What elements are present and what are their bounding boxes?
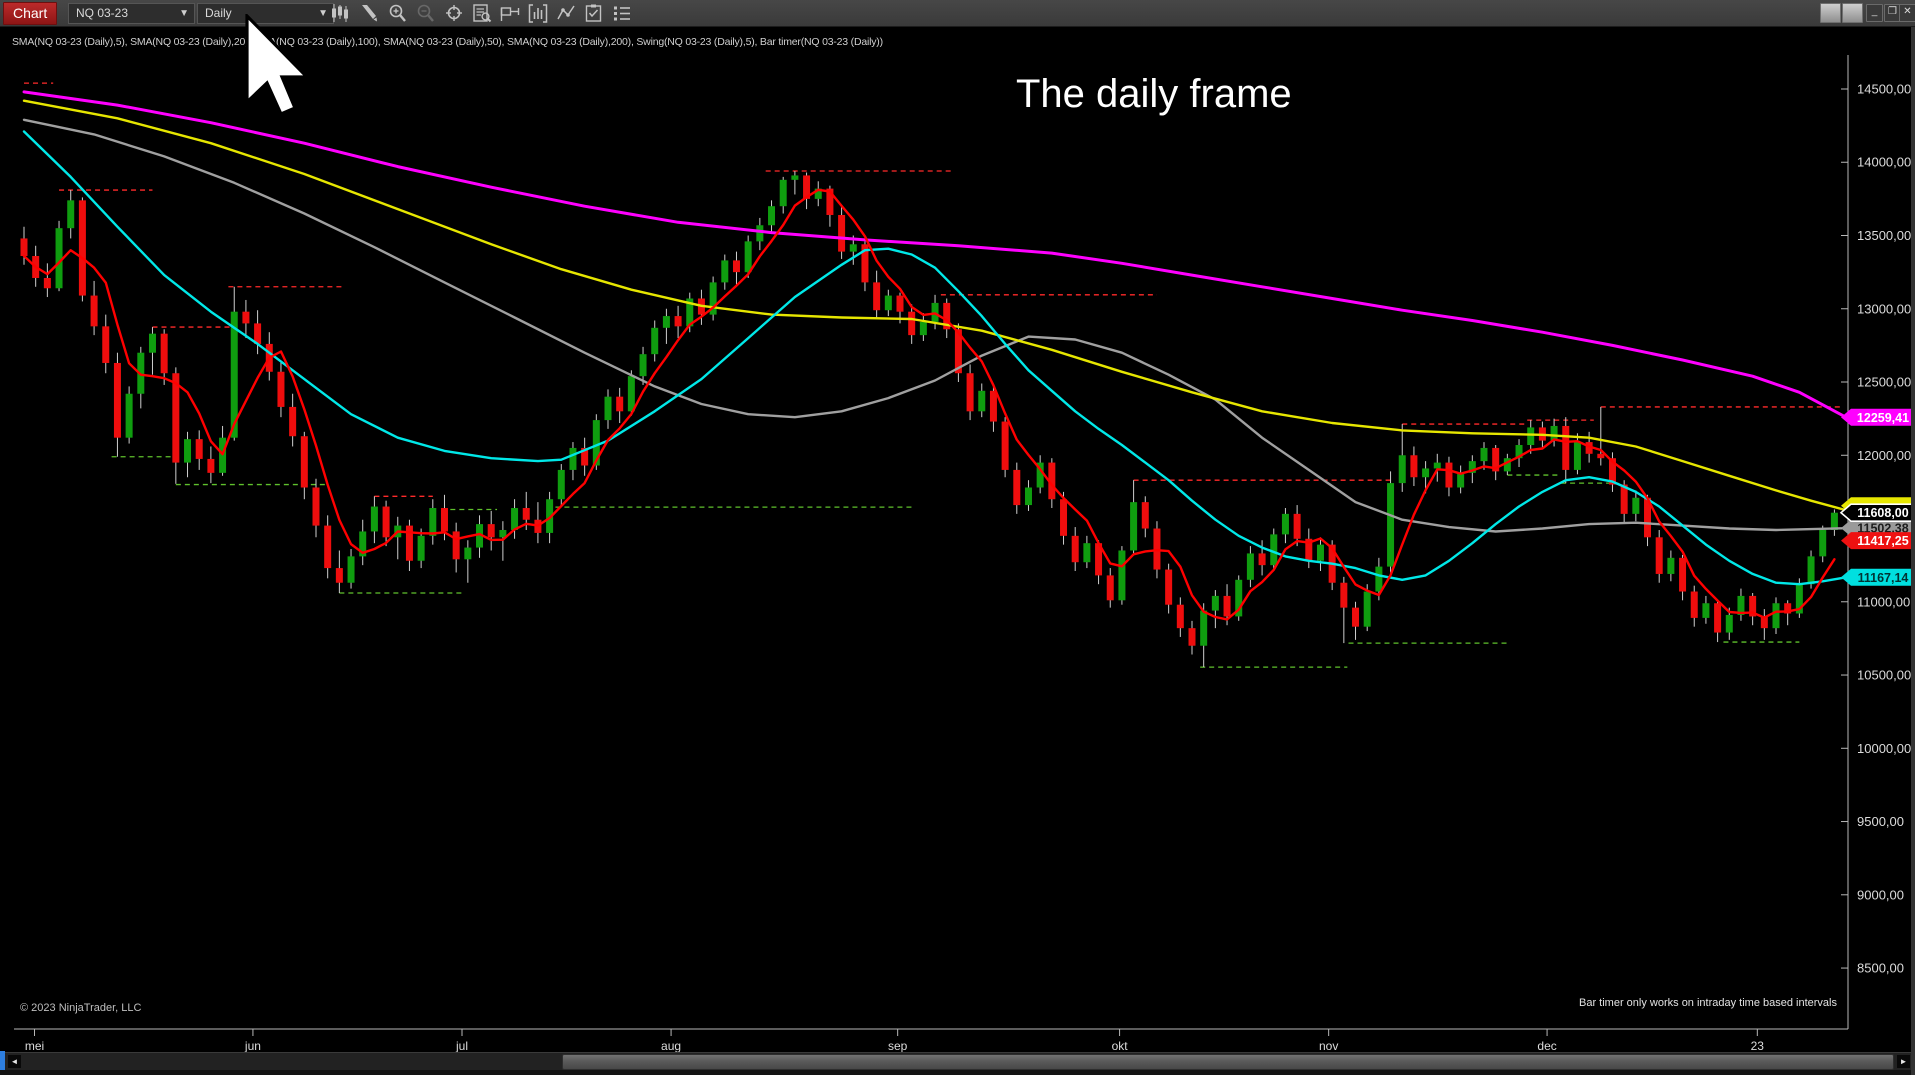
svg-text:13000,00: 13000,00 [1857,301,1911,316]
crosshair-icon[interactable] [442,2,466,24]
svg-text:aug: aug [661,1039,681,1053]
svg-text:11608,00: 11608,00 [1857,506,1908,520]
svg-text:jun: jun [244,1039,261,1053]
scrollbar-thumb[interactable] [562,1054,1894,1070]
close-button[interactable]: ✕ [1899,4,1915,22]
svg-text:10500,00: 10500,00 [1857,668,1911,683]
svg-text:12000,00: 12000,00 [1857,448,1911,463]
symbol-dropdown-value: NQ 03-23 [76,6,129,20]
chart-annotation-title: The daily frame [1016,72,1292,116]
chart-menu-button[interactable]: Chart [3,2,58,25]
svg-text:mei: mei [25,1039,44,1053]
draw-pencil-icon[interactable] [357,2,381,24]
bar-timer-note: Bar timer only works on intraday time ba… [1579,997,1837,1009]
chevron-down-icon: ▼ [318,8,328,19]
svg-text:jul: jul [455,1039,468,1053]
symbol-dropdown[interactable]: NQ 03-23 ▼ [68,3,195,24]
chart-trader-icon[interactable] [526,2,550,24]
mouse-cursor-icon [245,14,311,117]
scroll-left-arrow[interactable]: ◄ [8,1055,21,1068]
minimize-button[interactable]: _ [1866,4,1883,22]
svg-text:dec: dec [1537,1039,1556,1053]
svg-text:11417,25: 11417,25 [1857,534,1908,548]
svg-text:nov: nov [1319,1039,1338,1053]
svg-text:23: 23 [1751,1039,1765,1053]
svg-text:11000,00: 11000,00 [1857,594,1910,609]
svg-text:9000,00: 9000,00 [1857,887,1904,902]
svg-text:13500,00: 13500,00 [1857,228,1911,243]
scrollbar-accent [0,1051,5,1074]
toolbar: Chart NQ 03-23 ▼ Daily ▼ [0,0,1915,27]
svg-text:sep: sep [888,1039,908,1053]
trendline-icon[interactable] [554,2,578,24]
zoom-in-icon[interactable] [386,2,410,24]
list-icon[interactable] [610,2,634,24]
svg-text:okt: okt [1112,1039,1129,1053]
window-tool-button[interactable] [1820,3,1841,23]
interval-dropdown-value: Daily [205,6,232,20]
svg-text:8500,00: 8500,00 [1857,961,1904,976]
price-marker-icon[interactable] [498,2,522,24]
window-right-edge [1911,0,1915,1075]
svg-text:12500,00: 12500,00 [1857,375,1911,390]
svg-text:9500,00: 9500,00 [1857,814,1904,829]
horizontal-scrollbar[interactable]: ◄ ► [0,1051,1915,1074]
copyright-text: © 2023 NinjaTrader, LLC [20,1002,142,1014]
svg-text:14000,00: 14000,00 [1857,155,1911,170]
svg-text:10000,00: 10000,00 [1857,741,1911,756]
window-bottom-edge [0,1070,1915,1075]
svg-text:14500,00: 14500,00 [1857,81,1911,96]
chevron-down-icon: ▼ [179,8,189,19]
svg-text:12259,41: 12259,41 [1857,411,1909,425]
data-box-icon[interactable] [470,2,494,24]
svg-text:11167,14: 11167,14 [1858,571,1909,585]
properties-icon[interactable] [582,2,606,24]
indicator-label: SMA(NQ 03-23 (Daily),5), SMA(NQ 03-23 (D… [12,36,883,48]
chart-style-icon[interactable] [328,2,352,24]
scroll-right-arrow[interactable]: ► [1897,1055,1910,1068]
zoom-out-icon[interactable] [414,2,438,24]
window-tool-button[interactable] [1842,3,1863,23]
